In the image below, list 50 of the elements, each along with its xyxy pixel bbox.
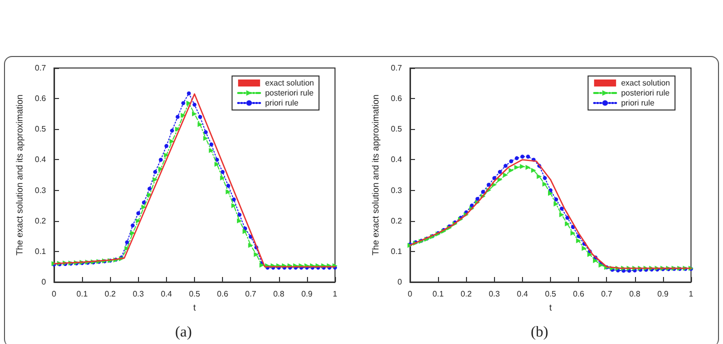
- x-tick-label: 0.6: [217, 290, 229, 298]
- y-tick-label: 0.6: [34, 94, 47, 104]
- y-axis-title: The exact solution and its approximation: [14, 94, 24, 256]
- y-tick-label: 0.2: [34, 216, 47, 226]
- y-tick-label: 0.4: [34, 155, 47, 164]
- legend-label: posteriori rule: [265, 88, 314, 98]
- x-tick-label: 0.2: [104, 290, 116, 298]
- x-tick-label: 0.6: [573, 290, 585, 298]
- x-tick-label: 0: [52, 290, 57, 298]
- legend-label: exact solution: [265, 78, 314, 88]
- y-tick-label: 0.3: [390, 186, 403, 195]
- x-tick-label: 0.1: [76, 290, 88, 298]
- legend-label: priori rule: [265, 98, 299, 108]
- y-tick-label: 0.6: [390, 94, 403, 104]
- y-tick-label: 0.1: [390, 246, 403, 256]
- text: (b): [530, 324, 548, 340]
- x-tick-label: 0.3: [132, 290, 144, 298]
- x-tick-label: 0.1: [432, 290, 444, 298]
- x-tick-label: 0.7: [245, 290, 257, 298]
- text: (a): [175, 324, 192, 340]
- y-tick-label: 0: [42, 278, 47, 286]
- x-tick-label: 0.5: [188, 290, 201, 298]
- x-tick-label: 0.7: [601, 290, 613, 298]
- y-tick-label: 0.4: [390, 155, 403, 164]
- y-tick-label: 0.3: [34, 186, 47, 195]
- x-tick-label: 0.8: [629, 290, 641, 298]
- x-axis-title: t: [549, 302, 552, 312]
- x-tick-label: 0: [408, 290, 413, 298]
- legend-label: exact solution: [621, 78, 670, 88]
- legend-label: posteriori rule: [621, 88, 670, 98]
- y-tick-label: 0.5: [34, 124, 47, 134]
- y-tick-label: 0.2: [390, 216, 403, 226]
- y-tick-label: 0.5: [390, 124, 403, 134]
- x-tick-label: 0.8: [273, 290, 285, 298]
- x-tick-label: 0.9: [657, 290, 670, 298]
- x-tick-label: 0.4: [160, 290, 173, 298]
- y-axis-title: The exact solution and its approximation: [370, 94, 380, 256]
- x-tick-label: 0.2: [460, 290, 472, 298]
- x-tick-label: 1: [688, 290, 694, 298]
- legend-label: priori rule: [621, 98, 655, 108]
- x-tick-label: 1: [332, 290, 338, 298]
- x-tick-label: 0.4: [516, 290, 529, 298]
- y-tick-label: 0.7: [390, 64, 403, 72]
- y-tick-label: 0.7: [34, 64, 47, 72]
- x-tick-label: 0.5: [544, 290, 557, 298]
- x-tick-label: 0.9: [301, 290, 314, 298]
- x-tick-label: 0.3: [488, 290, 500, 298]
- x-axis-title: t: [193, 302, 196, 312]
- y-tick-label: 0.1: [34, 246, 47, 256]
- y-tick-label: 0: [398, 278, 403, 286]
